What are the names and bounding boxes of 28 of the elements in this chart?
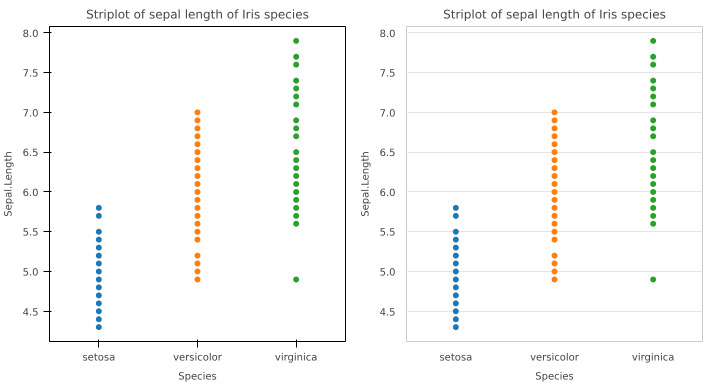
y-tick-label: 6.5 — [380, 148, 396, 160]
y-tick-label: 8.0 — [380, 28, 396, 40]
y-tick-label: 5.0 — [380, 268, 396, 278]
x-tick-label: versicolor — [173, 352, 223, 364]
y-tick-label: 5.0 — [22, 268, 39, 278]
y-tick-label: 7.0 — [380, 108, 396, 120]
y-tick-label: 7.5 — [22, 68, 39, 80]
x-tick-label: virginica — [274, 352, 318, 364]
y-tick-label: 5.5 — [22, 228, 39, 239]
y-tick-label: 7.0 — [22, 108, 39, 120]
y-tick-label: 6.0 — [22, 188, 39, 199]
y-tick-label: 6.0 — [380, 188, 396, 199]
x-tick-label: setosa — [439, 352, 472, 364]
x-axis-title: Species — [535, 372, 574, 382]
y-tick-label: 4.5 — [22, 307, 39, 318]
y-tick-label: 5.5 — [380, 228, 396, 239]
chart-title: Striplot of sepal length of Iris species — [443, 8, 666, 22]
y-tick-label: 8.0 — [22, 28, 39, 40]
y-tick-label: 4.5 — [380, 307, 396, 318]
x-tick-label: versicolor — [530, 352, 580, 364]
y-tick-label: 7.5 — [380, 68, 396, 80]
chart-title: Striplot of sepal length of Iris species — [86, 8, 309, 22]
y-tick-label: 6.5 — [22, 148, 39, 160]
y-axis-title: Sepal.Length — [360, 151, 372, 217]
x-axis-title: Species — [178, 372, 217, 382]
y-axis-title: Sepal.Length — [4, 151, 15, 217]
x-tick-label: setosa — [82, 352, 116, 364]
x-tick-label: virginica — [632, 352, 674, 364]
